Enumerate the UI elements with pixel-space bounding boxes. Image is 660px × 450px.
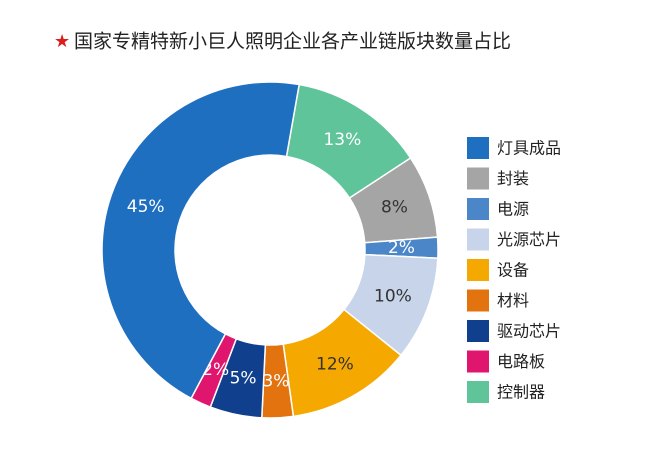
legend-label: 控制器 (497, 383, 545, 402)
value-label: 45% (127, 197, 165, 217)
legend-swatch (467, 137, 489, 159)
value-label: 3% (262, 371, 289, 391)
legend-swatch (467, 320, 489, 342)
legend-swatch (467, 289, 489, 312)
legend-swatch (467, 350, 489, 373)
legend-swatch (467, 259, 489, 281)
legend-swatch (467, 381, 489, 403)
legend-swatch (467, 198, 489, 220)
legend-label: 灯具成品 (497, 139, 561, 158)
legend-label: 电路板 (497, 352, 545, 371)
chart-title: 国家专精特新小巨人照明企业各产业链版块数量占比 (74, 31, 511, 53)
value-label: 5% (230, 369, 257, 389)
legend-label: 封装 (497, 169, 529, 188)
legend-label: 驱动芯片 (497, 322, 561, 341)
value-label: 12% (316, 354, 354, 374)
value-label: 2% (388, 238, 415, 258)
legend-label: 材料 (497, 291, 529, 310)
legend-label: 设备 (497, 261, 529, 280)
donut-slice (101, 81, 301, 400)
legend-label: 电源 (497, 200, 529, 219)
value-label: 10% (374, 287, 412, 307)
legend-swatch (467, 167, 489, 190)
value-label: 13% (323, 130, 361, 150)
value-label: 8% (381, 198, 408, 218)
legend-swatch (467, 228, 489, 251)
title-star: ★ (54, 31, 70, 52)
legend-label: 光源芯片 (497, 230, 561, 249)
